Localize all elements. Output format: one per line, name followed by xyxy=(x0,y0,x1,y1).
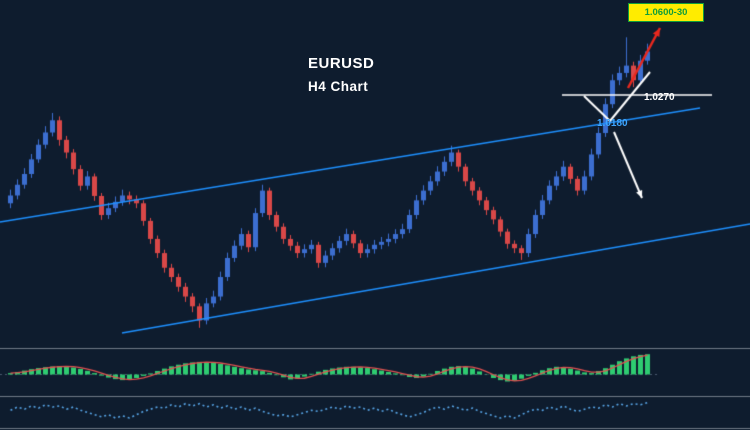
target-price-badge: 1.0600-30 xyxy=(628,3,704,22)
timeframe-label: H4 Chart xyxy=(308,79,369,94)
support-price-label: 1.0180 xyxy=(597,118,628,129)
resistance-price-label: 1.0270 xyxy=(644,92,675,103)
target-price-label: 1.0600-30 xyxy=(644,7,688,18)
symbol-label: EURUSD xyxy=(308,55,375,72)
chart-title-block: EURUSD H4 Chart xyxy=(308,52,374,98)
